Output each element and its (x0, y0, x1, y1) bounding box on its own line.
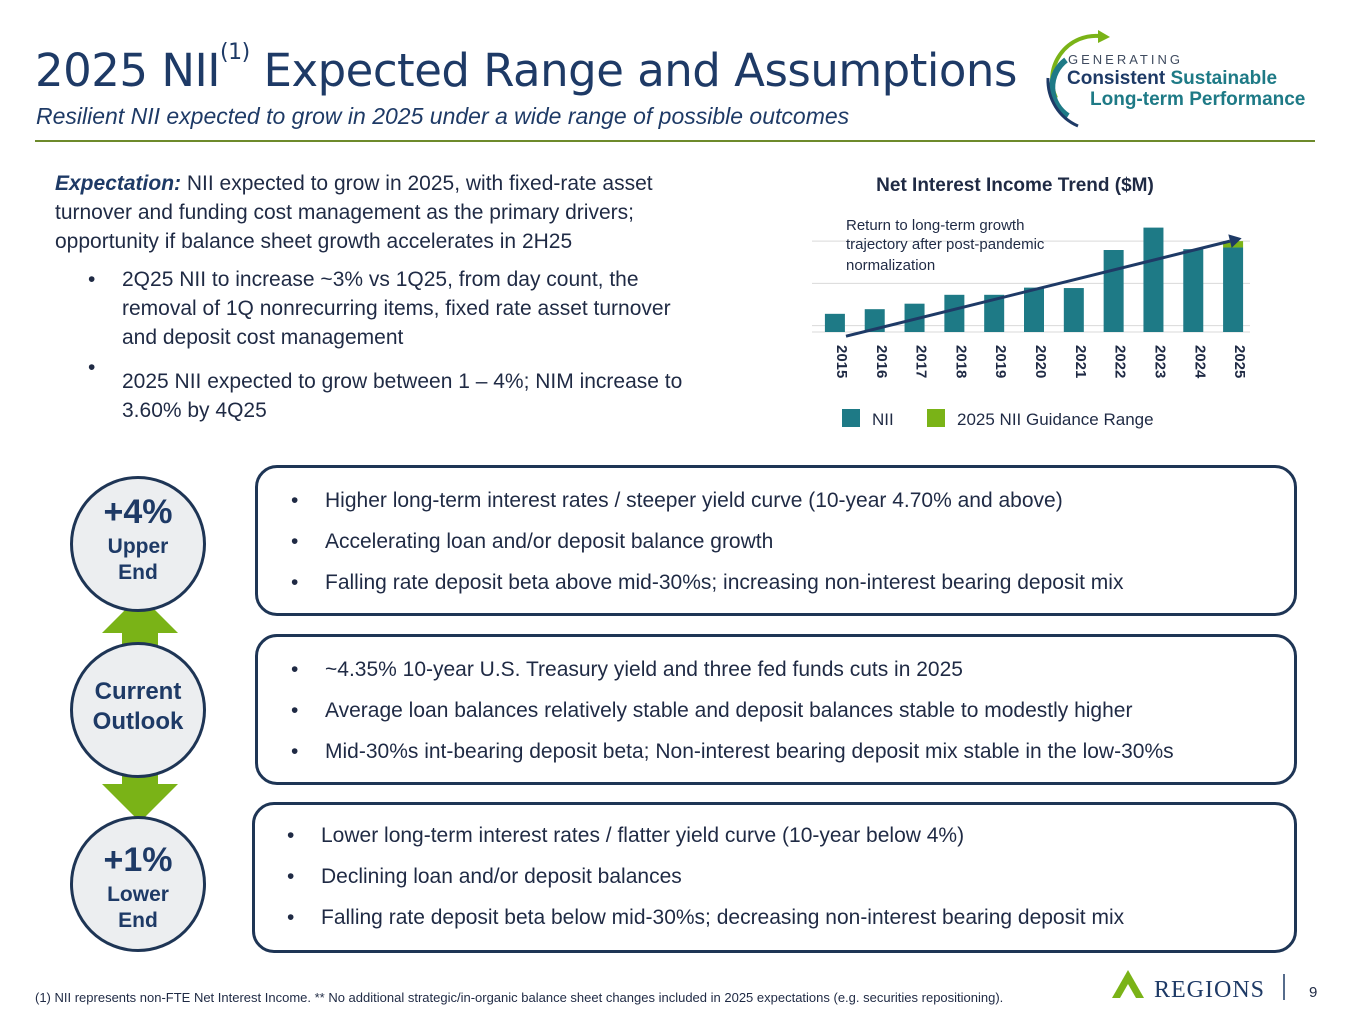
x-tick-label: 2016 (873, 345, 890, 378)
assumption-text: Lower long-term interest rates / flatter… (321, 824, 965, 847)
chart-annotation-line: normalization (846, 257, 935, 274)
logo-consistent-text: Consistent Sustainable (1067, 68, 1277, 90)
bullet-dot: • (291, 658, 299, 681)
title-suffix: Expected Range and Assumptions (249, 44, 1018, 97)
title-prefix: 2025 NII (35, 44, 221, 97)
bar-nii-2023 (1143, 227, 1164, 332)
current-outlook-circle: Current Outlook (70, 642, 206, 778)
upper-end-pct: +4% (103, 493, 173, 531)
x-tick-label: 2017 (913, 345, 930, 378)
bar-nii-2019 (984, 294, 1005, 332)
chart-legend: NII 2025 NII Guidance Range (842, 409, 1154, 429)
bar-nii-2016 (864, 309, 885, 332)
bullet-dot: • (287, 865, 295, 888)
bar-nii-2024 (1183, 249, 1204, 332)
x-tick-label: 2020 (1032, 345, 1049, 378)
header-divider (35, 140, 1315, 142)
lower-end-pct: +1% (103, 841, 173, 879)
current-outlook-label: Outlook (92, 708, 184, 735)
bullet-dot: • (291, 489, 299, 512)
x-tick-label: 2023 (1151, 345, 1168, 378)
chart-annotation: Return to long-term growth trajectory af… (846, 217, 1049, 274)
logo-consistent: Consistent (1067, 68, 1166, 89)
x-tick-label: 2015 (833, 345, 850, 378)
assumption-text: Higher long-term interest rates / steepe… (325, 489, 1063, 512)
generating-performance-logo (1046, 30, 1110, 128)
lower-end-assumptions-box: • Lower long-term interest rates / flatte… (252, 802, 1297, 953)
assumption-text: ~4.35% 10-year U.S. Treasury yield and t… (325, 658, 963, 681)
current-outlook-label: Current (94, 678, 182, 705)
chart-bars (824, 227, 1244, 332)
bullet-dot: • (291, 571, 299, 594)
title-footnote-ref: (1) (220, 40, 250, 65)
regions-logo: REGIONS (1112, 970, 1285, 1003)
expectation-text: NII expected to grow in 2025, with fixed… (55, 172, 653, 253)
upper-end-label: End (118, 561, 158, 584)
chart-title: Net Interest Income Trend ($M) (876, 175, 1154, 196)
x-tick-label: 2018 (952, 345, 969, 378)
lower-end-label: End (118, 909, 158, 932)
lower-end-circle: +1% Lower End (70, 816, 206, 952)
x-tick-label: 2022 (1112, 345, 1129, 378)
trend-arrow-head (1228, 234, 1242, 248)
bar-nii-2015 (824, 313, 845, 332)
bullet-dot: • (287, 906, 295, 929)
page-subtitle: Resilient NII expected to grow in 2025 u… (36, 103, 850, 129)
down-arrow-icon (102, 760, 178, 822)
current-outlook-assumptions-box: • ~4.35% 10-year U.S. Treasury yield and … (255, 634, 1297, 785)
assumption-text: Falling rate deposit beta below mid-30%s… (321, 906, 1125, 929)
legend-swatch-guidance (927, 409, 945, 427)
bullet-dot: • (291, 530, 299, 553)
trend-arrow (845, 239, 1231, 338)
logo-long-term-text: Long-term Performance (1090, 89, 1306, 110)
bar-nii-2020 (1024, 287, 1044, 332)
page-number: 9 (1309, 984, 1318, 1001)
assumption-text: Declining loan and/or deposit balances (321, 865, 682, 888)
expectation-paragraph: Expectation: NII expected to grow in 202… (55, 169, 725, 256)
assumption-text: Mid-30%s int-bearing deposit beta; Non-i… (325, 740, 1174, 763)
bar-nii-2018 (944, 294, 965, 332)
legend-label-guidance: 2025 NII Guidance Range (957, 410, 1154, 429)
footnote: (1) NII represents non-FTE Net Interest … (35, 990, 1004, 1005)
assumption-text: Average loan balances relatively stable … (325, 699, 1133, 722)
bar-nii-2021 (1063, 288, 1084, 332)
chart-x-ticks: 2015 2016 2017 2018 2019 2020 2021 2022 2023 2024… (833, 345, 1248, 379)
expectation-bullet-text: 2Q25 NII to increase ~3% vs 1Q25, from d… (122, 268, 671, 349)
regions-wordmark: REGIONS (1154, 977, 1265, 1003)
logo-sustainable: Sustainable (1170, 68, 1278, 89)
assumption-text: Falling rate deposit beta above mid-30%s… (325, 571, 1124, 594)
logo-generating-text: GENERATING (1068, 52, 1183, 67)
upper-end-assumptions-box: • Higher long-term interest rates / steep… (255, 465, 1297, 616)
legend-label-nii: NII (872, 410, 894, 429)
bar-nii-2025 (1223, 247, 1244, 332)
upper-end-circle: +4% Upper End (70, 476, 206, 612)
chart-annotation-line: Return to long-term growth (846, 217, 1024, 234)
expectation-bullet-text: 2025 NII expected to grow between 1 – 4%… (122, 370, 683, 422)
legend-swatch-nii (842, 409, 860, 427)
bullet-dot: • (88, 356, 96, 379)
x-tick-label: 2024 (1191, 345, 1208, 379)
nii-trend-chart: Net Interest Income Trend ($M) $3,000$4,… (812, 175, 1250, 429)
bullet-dot: • (287, 824, 295, 847)
bullet-dot: • (291, 740, 299, 763)
x-tick-label: 2019 (992, 345, 1009, 378)
up-arrow-icon (102, 595, 178, 665)
x-tick-label: 2021 (1072, 345, 1089, 378)
upper-end-label: Upper (107, 535, 169, 558)
assumption-text: Accelerating loan and/or deposit balance… (325, 530, 774, 553)
bullet-dot: • (88, 268, 96, 291)
bullet-dot: • (291, 699, 299, 722)
page-title: 2025 NII(1) Expected Range and Assumptio… (35, 40, 1018, 97)
lower-end-label: Lower (107, 883, 169, 906)
chart-annotation-line: trajectory after post-pandemic (846, 236, 1045, 253)
x-tick-label: 2025 (1231, 345, 1248, 378)
expectation-label: Expectation: (55, 172, 182, 195)
bar-nii-2022 (1103, 250, 1124, 332)
